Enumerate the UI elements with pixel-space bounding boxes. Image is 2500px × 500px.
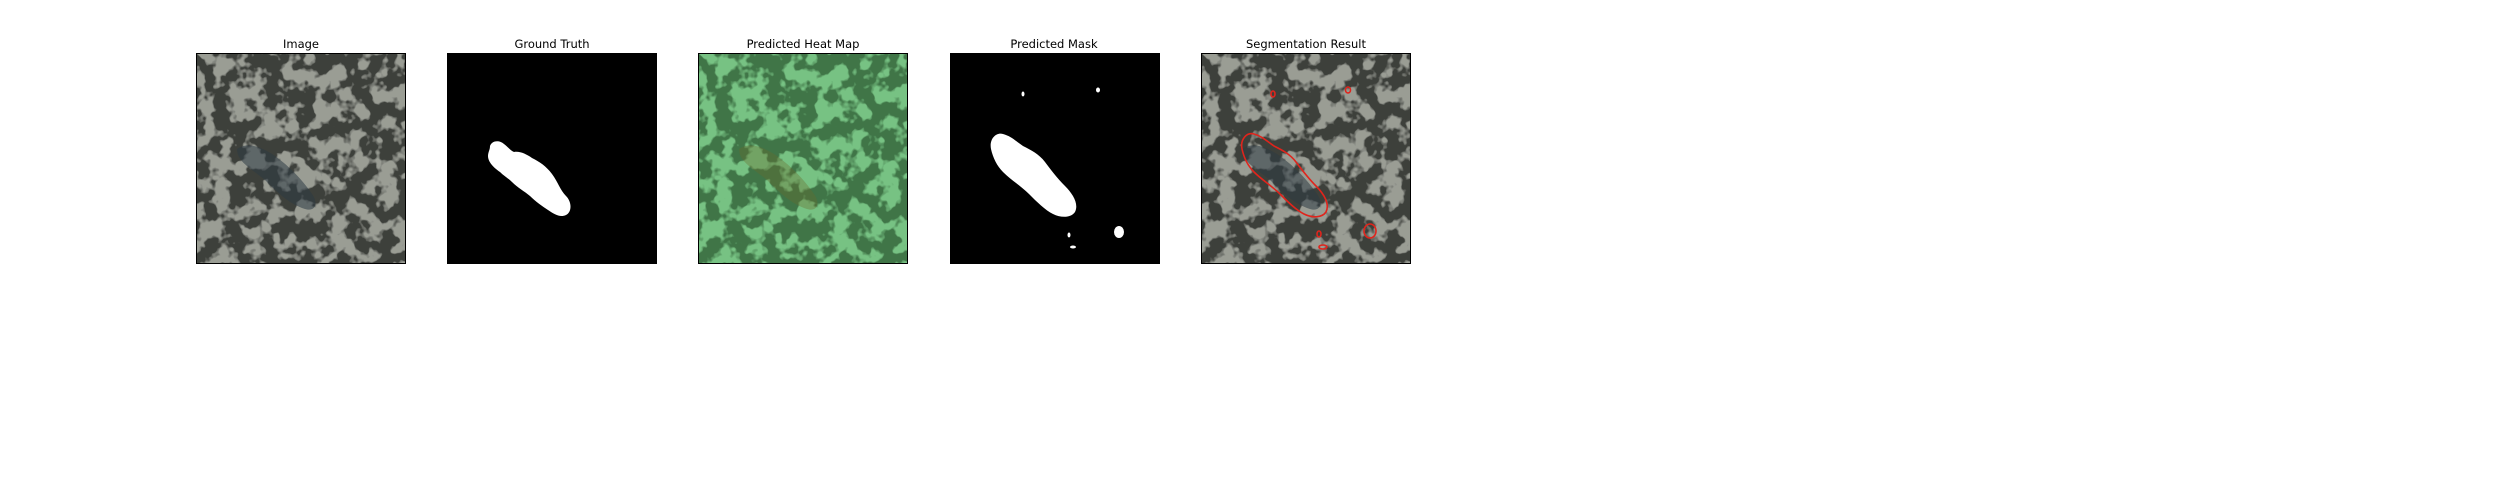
- ground-truth-frame: [447, 53, 657, 264]
- texture-image: [197, 54, 405, 263]
- segmentation-frame: [1201, 53, 1411, 264]
- segmentation-contour: [1318, 244, 1328, 250]
- ground-truth-blob: [488, 141, 571, 217]
- panel-segmentation-result: [1201, 53, 1411, 264]
- ground-truth-mask: [488, 141, 571, 217]
- predicted-speck: [1067, 232, 1071, 238]
- panel-heat-map: [698, 53, 908, 264]
- predicted-speck: [1114, 226, 1124, 238]
- defect-region: [1242, 145, 1321, 210]
- defect-region: [237, 145, 316, 210]
- segmentation-contour: [1270, 90, 1276, 98]
- segmentation-contour: [1240, 132, 1329, 218]
- panel-title-heat-map: Predicted Heat Map: [746, 37, 860, 51]
- image-frame: [196, 53, 406, 264]
- segmentation-contour: [1316, 230, 1322, 238]
- predicted-blob: [990, 133, 1077, 217]
- heat-map-overlay: [699, 54, 907, 263]
- segmentation-contour: [1363, 223, 1377, 239]
- panel-predicted-mask: [950, 53, 1160, 264]
- predicted-speck: [1021, 91, 1025, 97]
- segmentation-contour: [1344, 86, 1352, 94]
- panel-title-predicted-mask: Predicted Mask: [1010, 37, 1098, 51]
- heat-hotspot: [739, 145, 818, 210]
- predicted-mask-frame: [950, 53, 1160, 264]
- predicted-speck: [1096, 87, 1100, 93]
- panel-title-segmentation-result: Segmentation Result: [1245, 37, 1366, 51]
- panel-title-ground-truth: Ground Truth: [514, 37, 590, 51]
- panel-ground-truth: [447, 53, 657, 264]
- panel-title-image: Image: [282, 37, 320, 51]
- panel-image: [196, 53, 406, 264]
- predicted-mask: [990, 87, 1124, 249]
- predicted-speck: [1070, 245, 1076, 249]
- segmentation-overlay: [1202, 54, 1410, 263]
- heat-map-frame: [698, 53, 908, 264]
